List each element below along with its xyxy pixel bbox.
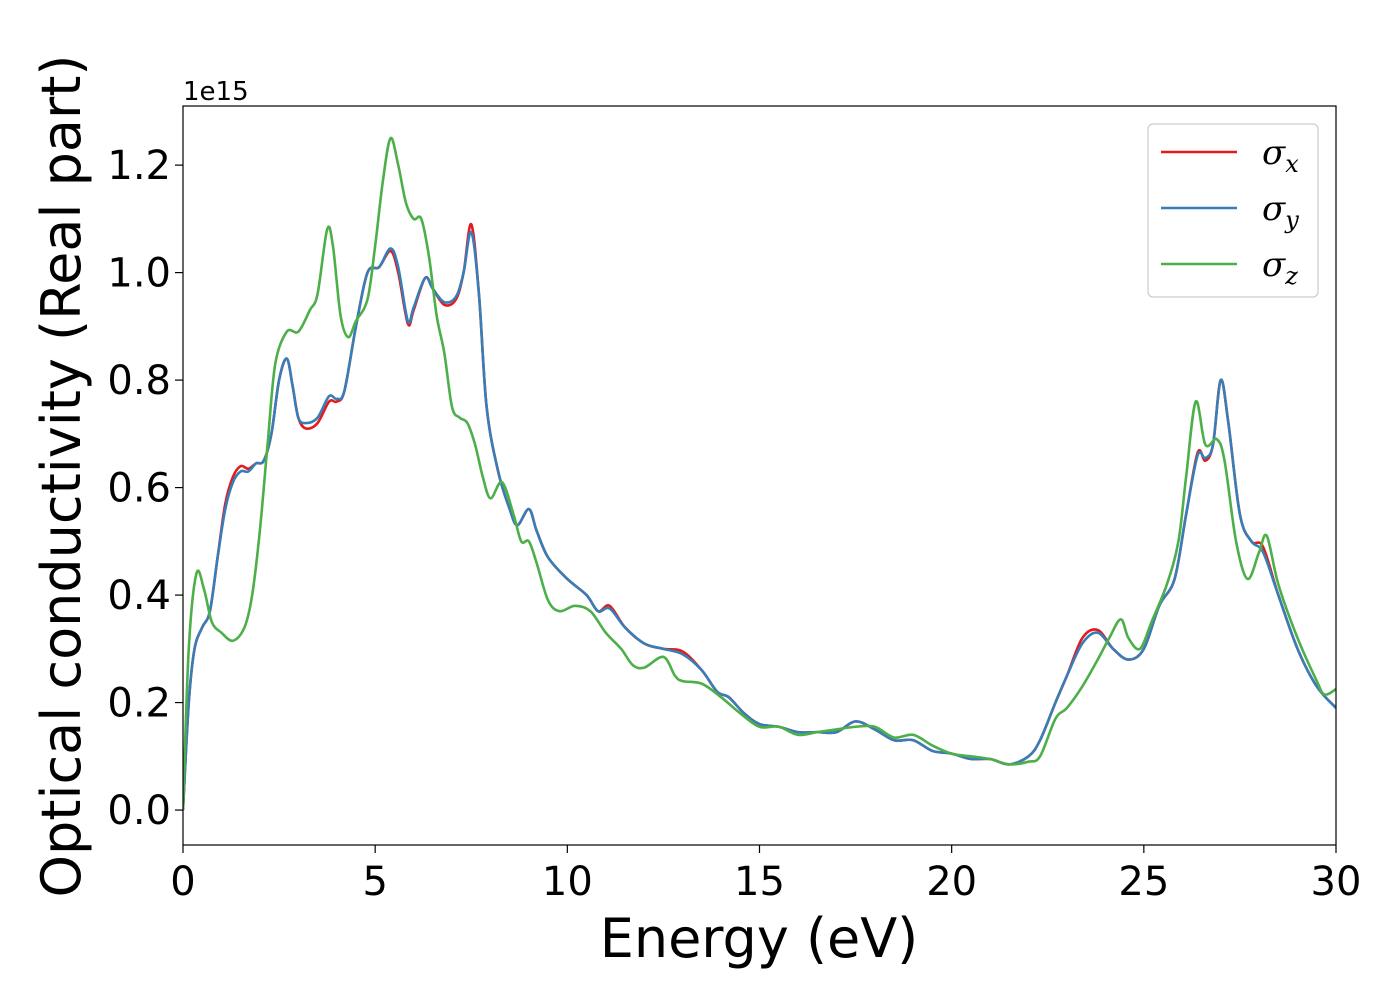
series-line-y [183,230,1336,811]
legend-label-x: σx [1262,133,1299,178]
x-tick-label: 25 [1118,859,1169,905]
y-tick-label: 0.0 [107,788,171,834]
series-layer [183,136,1336,811]
y-tick-label: 1.0 [107,251,171,297]
legend-box [1147,123,1319,298]
x-axis: 0 5 10 15 20 25 30 [170,845,1361,905]
y-axis: 0.0 0.2 0.4 0.6 0.8 1.0 1.2 [107,143,183,834]
series-line-z [183,136,1336,811]
legend: σx σy σz [1147,123,1319,298]
y-tick-label: 0.2 [107,681,171,727]
y-tick-label: 0.8 [107,358,171,404]
x-tick-label: 0 [170,859,195,905]
x-tick-label: 30 [1311,859,1362,905]
legend-label-z: σz [1262,245,1298,290]
y-axis-title: Optical conductivity (Real part) [30,55,93,898]
y-tick-label: 0.4 [107,573,171,619]
x-tick-label: 10 [542,859,593,905]
x-tick-label: 15 [734,859,785,905]
x-axis-title: Energy (eV) [600,907,919,970]
y-offset-text: 1e15 [183,77,249,107]
y-tick-label: 1.2 [107,143,171,189]
x-tick-label: 5 [362,859,387,905]
x-tick-label: 20 [926,859,977,905]
y-tick-label: 0.6 [107,466,171,512]
legend-label-y: σy [1262,189,1299,234]
